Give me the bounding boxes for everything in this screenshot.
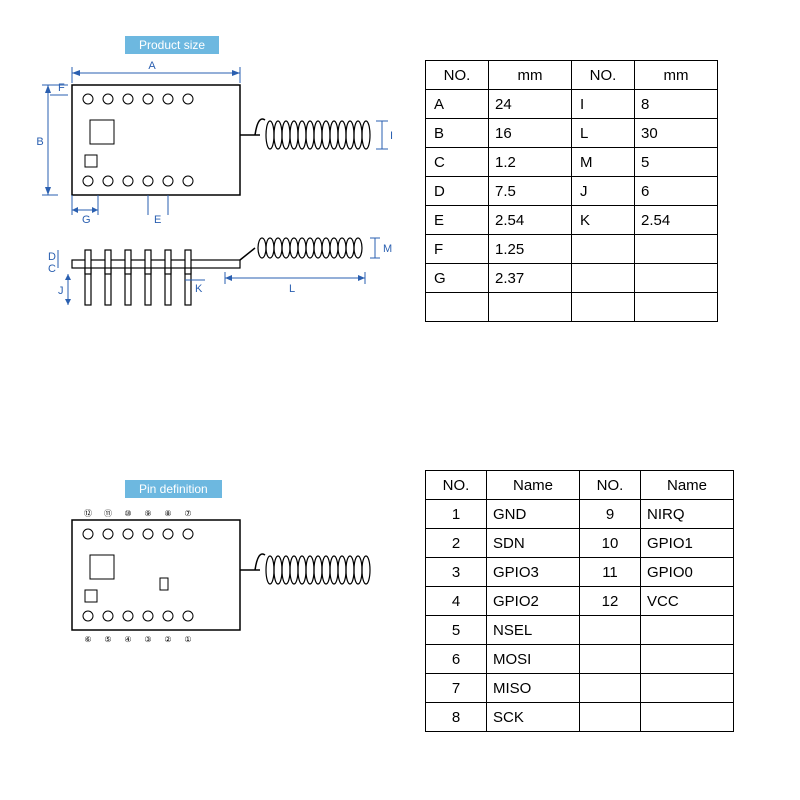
product-size-title: Product size (125, 36, 219, 54)
svg-text:C: C (48, 263, 56, 275)
table-row: F1.25 (426, 235, 718, 264)
svg-text:M: M (383, 243, 392, 255)
table-row: E2.54K2.54 (426, 206, 718, 235)
svg-text:⑧: ⑧ (164, 509, 171, 518)
product-size-table: NO. mm NO. mm A24I8B16L30C1.2M5D7.5J6E2.… (425, 60, 718, 322)
svg-text:⑩: ⑩ (124, 509, 131, 518)
svg-text:F: F (58, 82, 65, 94)
table-row: 4GPIO212VCC (426, 587, 734, 616)
table-row: 5NSEL (426, 616, 734, 645)
top-view-diagram: A F B I (30, 55, 410, 235)
table-row: 3GPIO311GPIO0 (426, 558, 734, 587)
size-header-mm2: mm (635, 61, 718, 90)
svg-text:②: ② (164, 635, 171, 644)
side-view-diagram: D C J K M L (30, 230, 410, 350)
table-row: D7.5J6 (426, 177, 718, 206)
svg-text:⑥: ⑥ (84, 635, 91, 644)
pin-definition-title: Pin definition (125, 480, 222, 498)
table-row: C1.2M5 (426, 148, 718, 177)
svg-text:⑨: ⑨ (144, 509, 151, 518)
table-row: B16L30 (426, 119, 718, 148)
svg-text:⑦: ⑦ (184, 509, 191, 518)
table-row: G2.37 (426, 264, 718, 293)
svg-text:D: D (48, 251, 56, 263)
table-row: 8SCK (426, 703, 734, 732)
svg-text:I: I (390, 130, 393, 142)
svg-text:G: G (82, 214, 91, 226)
table-row (426, 293, 718, 322)
svg-text:A: A (148, 60, 156, 72)
svg-text:⑤: ⑤ (104, 635, 111, 644)
pin-header-no1: NO. (426, 471, 487, 500)
svg-text:①: ① (184, 635, 191, 644)
svg-text:③: ③ (144, 635, 151, 644)
table-row: 7MISO (426, 674, 734, 703)
size-header-no2: NO. (572, 61, 635, 90)
svg-text:⑪: ⑪ (104, 509, 112, 518)
pin-header-name1: Name (487, 471, 580, 500)
pin-header-name2: Name (641, 471, 734, 500)
svg-text:J: J (58, 285, 64, 297)
size-header-mm1: mm (489, 61, 572, 90)
size-header-no1: NO. (426, 61, 489, 90)
svg-text:E: E (154, 214, 161, 226)
pin-definition-table: NO. Name NO. Name 1GND9NIRQ2SDN10GPIO13G… (425, 470, 734, 732)
table-row: 2SDN10GPIO1 (426, 529, 734, 558)
pin-header-no2: NO. (580, 471, 641, 500)
svg-text:⑫: ⑫ (84, 509, 92, 518)
pin-diagram: ⑫ ⑪ ⑩ ⑨ ⑧ ⑦ ⑥ ⑤ ④ ③ ② ① (30, 500, 410, 680)
svg-text:K: K (195, 283, 203, 295)
svg-text:④: ④ (124, 635, 131, 644)
table-row: A24I8 (426, 90, 718, 119)
table-row: 6MOSI (426, 645, 734, 674)
table-row: 1GND9NIRQ (426, 500, 734, 529)
svg-text:L: L (289, 283, 295, 295)
svg-text:B: B (36, 136, 43, 148)
